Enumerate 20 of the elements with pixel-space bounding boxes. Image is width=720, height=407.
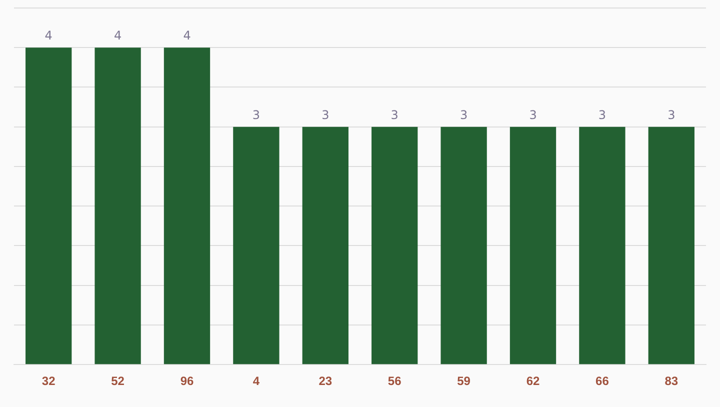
data-label: 3	[390, 108, 398, 122]
x-tick-label: 62	[526, 374, 540, 388]
data-label: 3	[252, 108, 260, 122]
x-tick-label: 66	[596, 374, 610, 388]
x-tick-label: 83	[664, 374, 678, 388]
data-label: 3	[529, 108, 537, 122]
x-tick-label: 59	[457, 374, 471, 388]
x-tick-label: 4	[252, 374, 260, 388]
x-tick-label: 56	[388, 374, 402, 388]
x-tick-label: 23	[318, 374, 332, 388]
x-tick-label: 96	[180, 374, 194, 388]
data-label: 4	[183, 28, 191, 43]
data-label: 3	[460, 108, 468, 122]
data-label: 4	[44, 28, 52, 43]
data-label: 4	[114, 28, 122, 43]
data-label: 3	[598, 108, 606, 122]
x-tick-label: 32	[42, 374, 56, 388]
x-tick-label: 52	[111, 374, 125, 388]
data-label: 3	[322, 108, 330, 122]
data-label: 3	[668, 108, 676, 122]
